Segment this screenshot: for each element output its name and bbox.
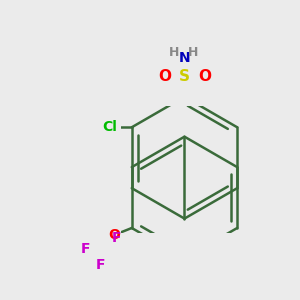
Text: O: O: [108, 228, 120, 242]
Text: O: O: [158, 69, 171, 84]
Text: F: F: [112, 231, 121, 245]
Text: S: S: [179, 69, 190, 84]
Text: F: F: [80, 242, 90, 256]
Text: Cl: Cl: [102, 120, 117, 134]
Text: O: O: [198, 69, 211, 84]
Text: H: H: [169, 46, 180, 59]
Text: H: H: [188, 46, 199, 59]
Text: F: F: [96, 257, 106, 272]
Text: N: N: [179, 51, 190, 65]
